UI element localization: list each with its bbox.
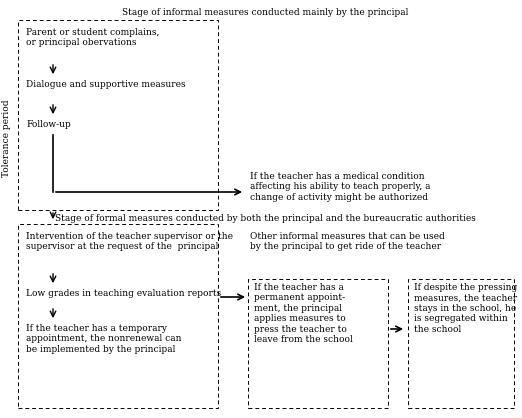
Text: If the teacher has a medical condition
affecting his ability to teach properly, : If the teacher has a medical condition a…	[250, 172, 431, 202]
Text: Parent or student complains,
or principal obervations: Parent or student complains, or principa…	[26, 28, 159, 47]
Text: Tolerance period: Tolerance period	[3, 99, 11, 177]
Text: Follow-up: Follow-up	[26, 120, 71, 129]
Text: Intervention of the teacher supervisor or the
supervisor at the request of the  : Intervention of the teacher supervisor o…	[26, 232, 233, 251]
Text: Stage of informal measures conducted mainly by the principal: Stage of informal measures conducted mai…	[122, 8, 408, 17]
Text: Low grades in teaching evaluation reports: Low grades in teaching evaluation report…	[26, 289, 221, 298]
Text: Other informal measures that can be used
by the principal to get ride of the tea: Other informal measures that can be used…	[250, 232, 445, 251]
Text: If the teacher has a temporary
appointment, the nonrenewal can
be implemented by: If the teacher has a temporary appointme…	[26, 324, 182, 354]
Text: Stage of formal measures conducted by both the principal and the bureaucratic au: Stage of formal measures conducted by bo…	[55, 214, 476, 223]
Text: If the teacher has a
permanent appoint-
ment, the principal
applies measures to
: If the teacher has a permanent appoint- …	[254, 283, 353, 344]
Text: Dialogue and supportive measures: Dialogue and supportive measures	[26, 80, 186, 89]
Text: If despite the pressing
measures, the teacher
stays in the school, he
is segrega: If despite the pressing measures, the te…	[414, 283, 517, 334]
